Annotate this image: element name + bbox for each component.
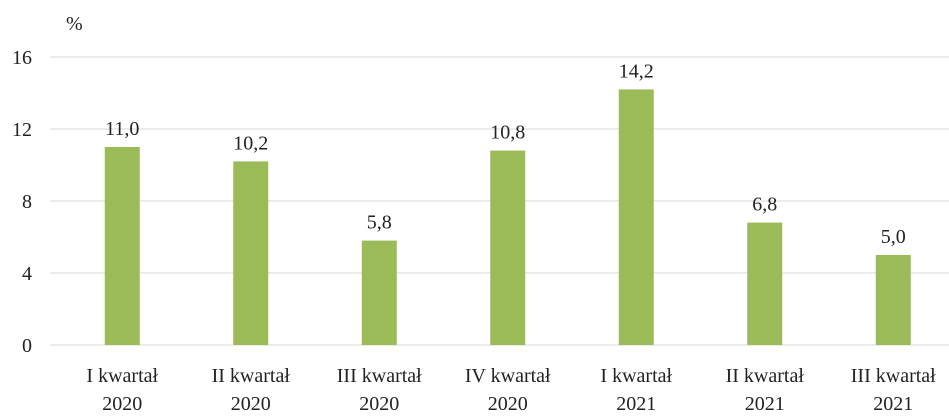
x-tick-label: II kwartał 2020 bbox=[212, 365, 291, 415]
bar bbox=[618, 89, 654, 346]
bar bbox=[361, 240, 397, 345]
x-tick-label: III kwartał 2020 bbox=[337, 365, 422, 415]
x-tick-label: IV kwartał 2020 bbox=[465, 365, 551, 415]
bar bbox=[233, 161, 269, 345]
value-label: 10,2 bbox=[233, 132, 268, 154]
y-tick-label: 0 bbox=[22, 335, 32, 357]
bar bbox=[875, 255, 911, 345]
x-tick-label: I kwartał 2020 bbox=[86, 365, 158, 415]
y-tick-label: 8 bbox=[22, 191, 32, 213]
x-tick-label: III kwartał 2021 bbox=[851, 365, 936, 415]
bar bbox=[490, 150, 526, 345]
value-label: 5,8 bbox=[367, 212, 392, 234]
value-label: 11,0 bbox=[105, 118, 139, 140]
bar bbox=[747, 222, 783, 345]
y-tick-label: 16 bbox=[12, 47, 32, 69]
y-tick-label: 12 bbox=[12, 119, 32, 141]
y-unit: % bbox=[66, 13, 83, 35]
value-label: 14,2 bbox=[619, 60, 654, 82]
x-tick-label: II kwartał 2021 bbox=[726, 365, 805, 415]
y-tick-label: 4 bbox=[22, 263, 32, 285]
value-label: 10,8 bbox=[490, 122, 525, 144]
value-label: 6,8 bbox=[752, 194, 777, 216]
bar bbox=[104, 147, 140, 345]
value-label: 5,0 bbox=[881, 226, 906, 248]
x-tick-label: I kwartał 2021 bbox=[600, 365, 672, 415]
